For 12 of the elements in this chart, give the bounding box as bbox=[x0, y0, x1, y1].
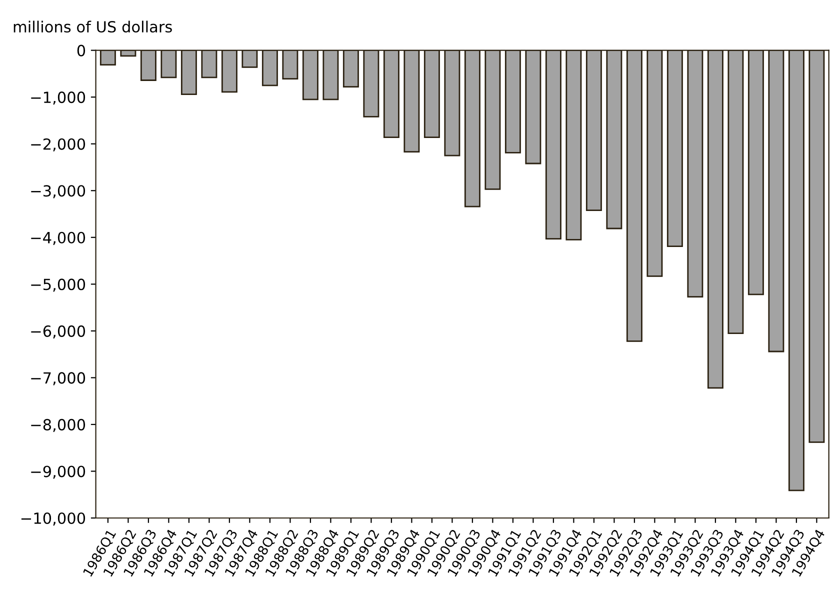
y-axis-title: millions of US dollars bbox=[14, 20, 172, 33]
y-tick-label: −8,000 bbox=[31, 418, 86, 432]
y-tick-label: −3,000 bbox=[31, 185, 86, 198]
y-tick-label: −9,000 bbox=[31, 466, 86, 479]
y-tick-label: −1,000 bbox=[31, 92, 86, 105]
y-tick-label: 0 bbox=[77, 44, 86, 56]
y-tick-label: −6,000 bbox=[31, 325, 86, 339]
y-tick-label: −4,000 bbox=[31, 232, 86, 245]
y-tick-label: −10,000 bbox=[21, 512, 86, 526]
y-tick-label: −5,000 bbox=[31, 278, 86, 292]
y-tick-label: −2,000 bbox=[31, 138, 86, 152]
y-tick-label: −7,000 bbox=[31, 372, 86, 386]
